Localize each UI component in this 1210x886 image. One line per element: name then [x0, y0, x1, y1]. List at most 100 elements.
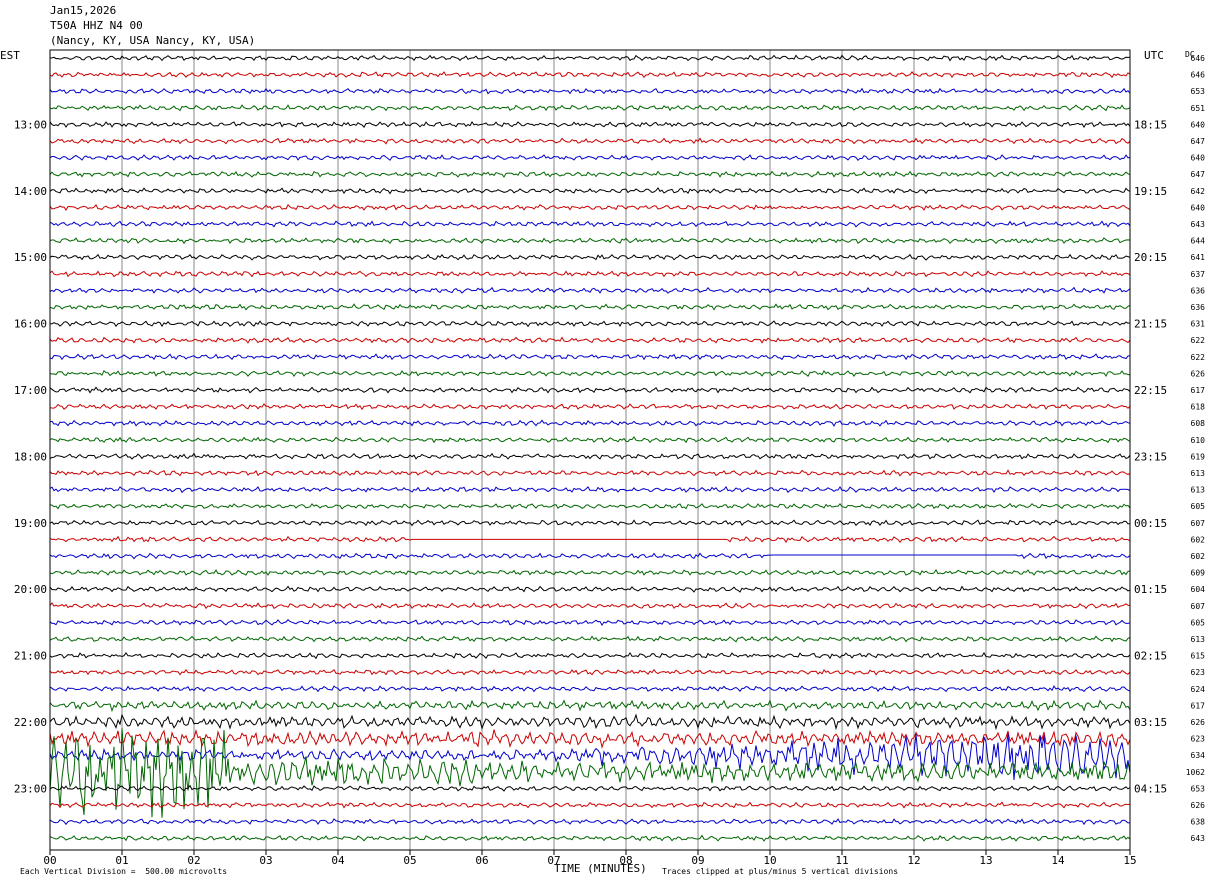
right-hour-label: 21:15 [1134, 318, 1167, 331]
trace-line-21 [49, 403, 1131, 411]
right-hour-label: 19:15 [1134, 185, 1167, 198]
x-tick-label: 01 [115, 854, 128, 867]
right-hour-label: 02:15 [1134, 650, 1167, 663]
dc-value: 615 [1191, 652, 1206, 661]
dc-value: 617 [1191, 386, 1206, 395]
x-axis-title: TIME (MINUTES) [554, 862, 647, 875]
trace-line-8 [49, 187, 1131, 195]
x-tick-label: 05 [403, 854, 416, 867]
dc-value: 604 [1191, 585, 1206, 594]
dc-value: 624 [1191, 685, 1206, 694]
dc-value: 613 [1191, 486, 1206, 495]
dc-value: 618 [1191, 403, 1206, 412]
dc-value: 626 [1191, 369, 1206, 378]
right-hour-label: 23:15 [1134, 450, 1167, 463]
dc-value: 631 [1191, 320, 1206, 329]
trace-line-44 [49, 784, 1131, 792]
scale-note: Each Vertical Division = 500.00 microvol… [20, 867, 228, 876]
trace-line-28 [49, 519, 1131, 527]
trace-line-23 [49, 436, 1131, 444]
trace-line-42 [49, 733, 1131, 781]
dc-value: 623 [1191, 735, 1206, 744]
left-hour-label: 15:00 [14, 251, 47, 264]
dc-value: 613 [1191, 635, 1206, 644]
trace-line-30 [49, 552, 1131, 560]
x-tick-label: 03 [259, 854, 272, 867]
left-timezone-label: EST [0, 49, 20, 62]
trace-line-26 [49, 485, 1131, 494]
x-tick-label: 08 [619, 854, 632, 867]
left-hour-label: 21:00 [14, 650, 47, 663]
dc-value: 641 [1191, 253, 1206, 262]
dc-value: 638 [1191, 818, 1206, 827]
trace-line-25 [49, 469, 1131, 477]
dc-value: 609 [1191, 569, 1206, 578]
trace-line-40 [49, 713, 1131, 731]
trace-line-3 [49, 104, 1131, 112]
dc-value: 607 [1191, 519, 1206, 528]
trace-line-35 [49, 635, 1131, 643]
trace-line-36 [49, 651, 1131, 660]
trace-line-31 [49, 568, 1131, 576]
right-hour-label: 00:15 [1134, 517, 1167, 530]
dc-value: 634 [1191, 751, 1206, 760]
right-hour-label: 01:15 [1134, 583, 1167, 596]
left-hour-label: 13:00 [14, 118, 47, 131]
dc-value: 640 [1191, 203, 1206, 212]
trace-line-5 [49, 137, 1131, 145]
x-tick-label: 02 [187, 854, 200, 867]
dc-value: 619 [1191, 452, 1206, 461]
dc-value: 643 [1191, 834, 1206, 843]
left-hour-label: 19:00 [14, 517, 47, 530]
x-tick-label: 14 [1051, 854, 1065, 867]
dc-value: 602 [1191, 535, 1206, 544]
trace-line-2 [49, 87, 1131, 95]
dc-value: 653 [1191, 87, 1206, 96]
trace-line-16 [49, 320, 1131, 328]
x-tick-label: 12 [907, 854, 920, 867]
dc-value: 646 [1191, 54, 1206, 63]
left-hour-label: 18:00 [14, 450, 47, 463]
dc-header-label: DC [1185, 50, 1195, 59]
trace-line-1 [49, 71, 1131, 79]
dc-value: 651 [1191, 104, 1206, 113]
trace-line-10 [49, 220, 1131, 228]
location-label: (Nancy, KY, USA Nancy, KY, USA) [50, 34, 256, 47]
trace-line-32 [49, 585, 1131, 593]
dc-value: 622 [1191, 353, 1206, 362]
left-hour-label: 22:00 [14, 716, 47, 729]
trace-line-29 [49, 535, 1131, 544]
trace-line-37 [49, 668, 1131, 676]
dc-value: 626 [1191, 801, 1206, 810]
dc-value: 637 [1191, 270, 1206, 279]
trace-line-4 [49, 121, 1131, 128]
dc-value: 617 [1191, 701, 1206, 710]
dc-value: 608 [1191, 419, 1206, 428]
dc-value: 623 [1191, 668, 1206, 677]
trace-line-46 [49, 818, 1131, 826]
trace-line-17 [49, 336, 1131, 344]
trace-line-39 [49, 699, 1131, 713]
dc-value: 613 [1191, 469, 1206, 478]
left-hour-label: 20:00 [14, 583, 47, 596]
dc-value: 622 [1191, 336, 1206, 345]
trace-line-0 [49, 54, 1131, 62]
right-hour-label: 03:15 [1134, 716, 1167, 729]
trace-line-41 [49, 729, 1131, 750]
dc-value: 640 [1191, 154, 1206, 163]
trace-line-43 [49, 728, 1131, 818]
dc-value: 647 [1191, 170, 1206, 179]
right-hour-label: 20:15 [1134, 251, 1167, 264]
trace-line-47 [49, 834, 1131, 842]
right-hour-label: 18:15 [1134, 118, 1167, 131]
x-tick-label: 09 [691, 854, 704, 867]
dc-value: 646 [1191, 71, 1206, 80]
trace-line-27 [49, 502, 1131, 510]
x-tick-label: 06 [475, 854, 488, 867]
grid-lines [49, 50, 1131, 855]
dc-value: 640 [1191, 120, 1206, 129]
left-hour-label: 14:00 [14, 185, 47, 198]
x-tick-label: 00 [43, 854, 56, 867]
dc-value: 653 [1191, 784, 1206, 793]
trace-line-13 [49, 270, 1131, 278]
